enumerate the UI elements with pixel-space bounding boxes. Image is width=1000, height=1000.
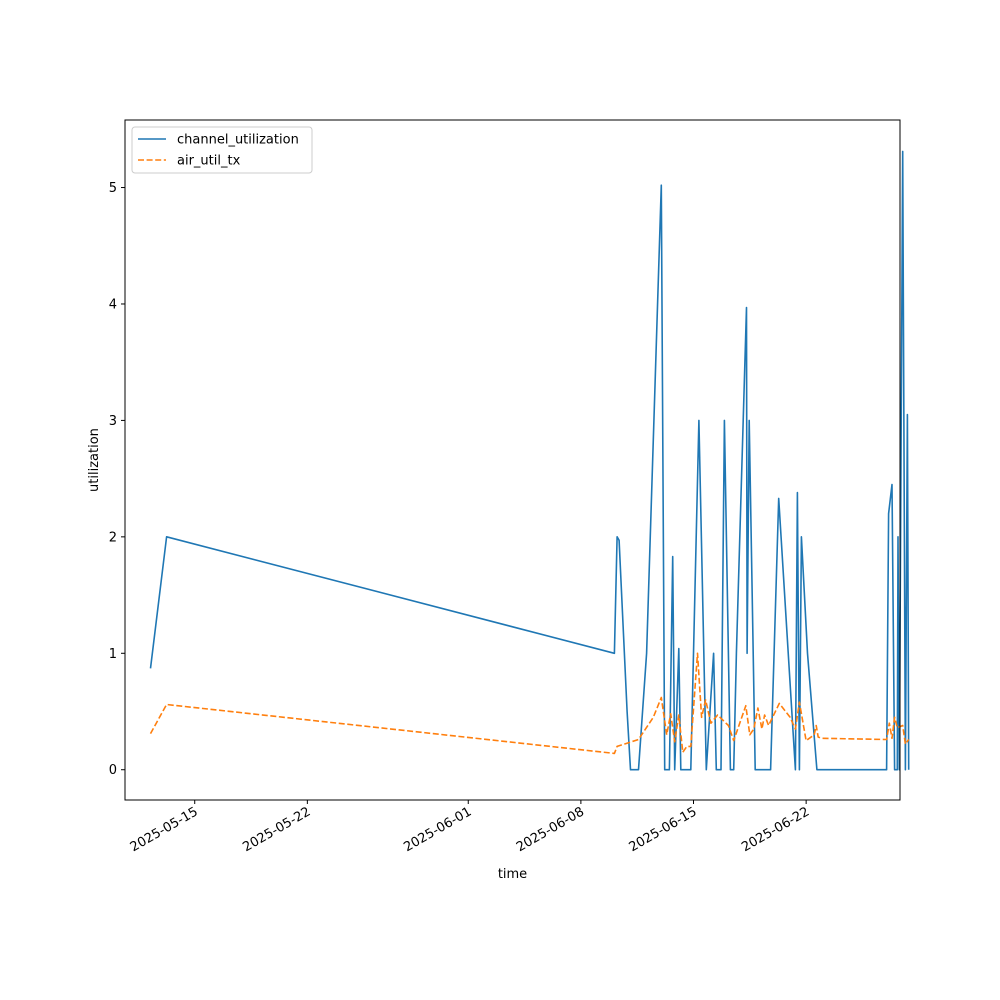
series-line-channel-utilization (149, 150, 910, 771)
y-axis: 0 1 2 3 4 5 (109, 181, 125, 778)
y-tick-label: 5 (109, 181, 117, 196)
legend-box (131, 126, 313, 174)
legend-label-air-util-tx: air_util_tx (177, 154, 241, 169)
legend-label-channel-utilization: channel_utilization (177, 133, 299, 148)
plot-lines (149, 150, 910, 771)
y-tick-label: 4 (109, 297, 117, 312)
series-line-air-util-tx (149, 652, 910, 755)
legend: channel_utilization air_util_tx (131, 126, 313, 174)
x-axis-label: time (498, 867, 527, 882)
plot-frame (124, 119, 901, 801)
y-axis-label: utilization (87, 428, 102, 492)
y-tick-label: 3 (109, 414, 117, 429)
y-tick-label: 1 (109, 647, 117, 662)
y-tick-label: 2 (109, 530, 117, 545)
y-tick-label: 0 (109, 763, 117, 778)
